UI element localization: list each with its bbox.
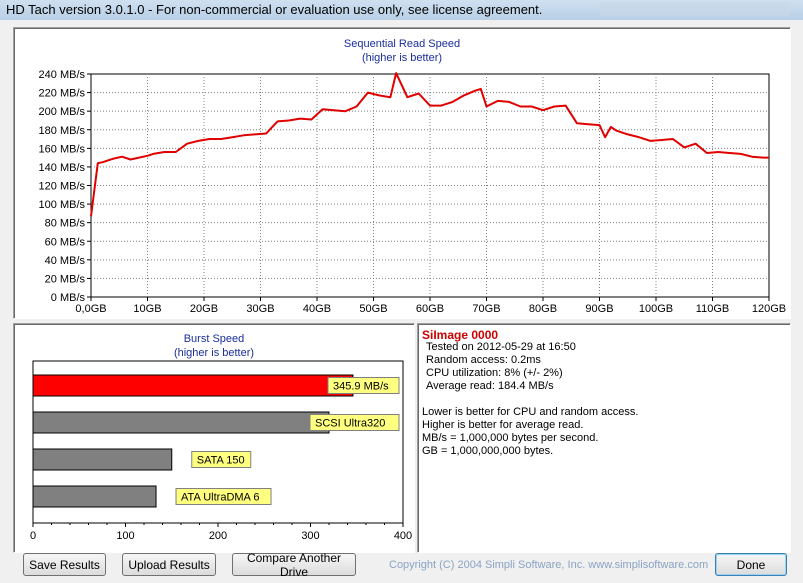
y-tick-label: 180 MB/s <box>39 125 86 137</box>
info-average-read: Average read: 184.4 MB/s <box>426 380 554 392</box>
burst-x-tick-label: 100 <box>116 530 134 542</box>
x-tick-label: 20GB <box>190 303 218 315</box>
upload-results-button[interactable]: Upload Results <box>122 553 216 576</box>
sequential-chart-title: Sequential Read Speed <box>343 38 461 50</box>
x-tick-label: 120GB <box>752 303 786 315</box>
note-mbs-definition: MB/s = 1,000,000 bytes per second. <box>422 432 599 444</box>
x-tick-label: 30GB <box>246 303 274 315</box>
note-higher-is-better: Higher is better for average read. <box>422 419 584 431</box>
burst-bar <box>32 411 330 434</box>
burst-x-tick-label: 0 <box>30 530 36 542</box>
x-tick-label: 60GB <box>416 303 444 315</box>
burst-bar-label: 345.9 MB/s <box>327 377 400 394</box>
burst-label-text: ATA UltraDMA 6 <box>181 492 259 504</box>
x-tick-label: 40GB <box>303 303 331 315</box>
x-tick-label: 90GB <box>585 303 613 315</box>
note-gb-definition: GB = 1,000,000,000 bytes. <box>422 445 554 457</box>
burst-x-tick-label: 400 <box>394 530 412 542</box>
burst-chart-title: Burst Speed <box>183 333 245 345</box>
y-tick-label: 40 MB/s <box>45 255 86 267</box>
x-tick-label: 50GB <box>359 303 387 315</box>
x-tick-label: 0,0GB <box>75 303 106 315</box>
y-tick-label: 100 MB/s <box>39 199 86 211</box>
bottom-bar: Save Results Upload Results Compare Anot… <box>0 551 803 581</box>
y-tick-label: 200 MB/s <box>39 106 86 118</box>
compare-another-drive-button[interactable]: Compare Another Drive <box>232 551 356 579</box>
y-tick-label: 220 MB/s <box>39 88 86 100</box>
burst-label-box <box>191 451 252 468</box>
burst-label-box <box>175 488 272 505</box>
title-bar[interactable]: HD Tach version 3.0.1.0 - For non-commer… <box>0 0 803 21</box>
done-button[interactable]: Done <box>715 553 787 576</box>
burst-label-text: 345.9 MB/s <box>333 381 389 393</box>
burst-bar-label: ATA UltraDMA 6 <box>175 488 272 505</box>
window-title: HD Tach version 3.0.1.0 - For non-commer… <box>6 2 543 17</box>
results-info-panel: SiImage 0000 Tested on 2012-05-29 at 16:… <box>417 323 791 553</box>
y-tick-label: 20 MB/s <box>45 273 86 285</box>
y-tick-label: 60 MB/s <box>45 236 86 248</box>
y-tick-label: 0 MB/s <box>51 292 86 304</box>
x-tick-label: 70GB <box>472 303 500 315</box>
x-tick-label: 80GB <box>529 303 557 315</box>
window-body: Sequential Read Speed (higher is better)… <box>0 20 803 583</box>
sequential-read-panel: Sequential Read Speed (higher is better)… <box>13 27 791 319</box>
sequential-chart-subtitle: (higher is better) <box>361 52 443 64</box>
copyright-link[interactable]: Copyright (C) 2004 Simpli Software, Inc.… <box>389 559 709 571</box>
y-tick-label: 240 MB/s <box>39 69 86 81</box>
burst-bar-label: SCSI Ultra320 <box>309 414 400 431</box>
burst-label-text: SATA 150 <box>197 455 245 467</box>
y-tick-label: 160 MB/s <box>39 143 86 155</box>
burst-x-tick-label: 300 <box>301 530 319 542</box>
burst-speed-chart: 0 100 200 300 400 345.9 MB/s SCSI Ultra320 SATA… <box>30 360 412 542</box>
info-tested-on: Tested on 2012-05-29 at 16:50 <box>426 341 576 353</box>
x-tick-label: 110GB <box>696 303 729 315</box>
save-results-button[interactable]: Save Results <box>23 553 106 576</box>
read-speed-line <box>90 72 769 217</box>
burst-bar <box>32 485 157 508</box>
note-lower-is-better: Lower is better for CPU and random acces… <box>422 406 639 418</box>
sequential-read-chart: 0 MB/s 20 MB/s 40 MB/s 60 MB/s 80 MB/s 100 MB… <box>39 69 787 315</box>
info-random-access: Random access: 0.2ms <box>426 354 541 366</box>
drive-name: SiImage 0000 <box>422 328 499 342</box>
burst-label-text: SCSI Ultra320 <box>315 418 385 430</box>
info-cpu-utilization: CPU utilization: 8% (+/- 2%) <box>426 367 563 379</box>
x-tick-label: 10GB <box>133 303 161 315</box>
titlebar-background-region <box>600 2 790 16</box>
burst-speed-panel: Burst Speed (higher is better) 0 100 200 30… <box>13 323 415 553</box>
burst-bar <box>32 374 354 397</box>
burst-x-tick-label: 200 <box>209 530 227 542</box>
y-tick-label: 120 MB/s <box>39 181 86 193</box>
x-tick-label: 100GB <box>639 303 673 315</box>
burst-bar <box>32 448 173 471</box>
burst-chart-subtitle: (higher is better) <box>173 347 255 359</box>
y-tick-label: 140 MB/s <box>39 162 86 174</box>
burst-label-box <box>327 377 400 394</box>
y-tick-label: 80 MB/s <box>45 218 86 230</box>
burst-bar-label: SATA 150 <box>191 451 252 468</box>
burst-label-box <box>309 414 400 431</box>
